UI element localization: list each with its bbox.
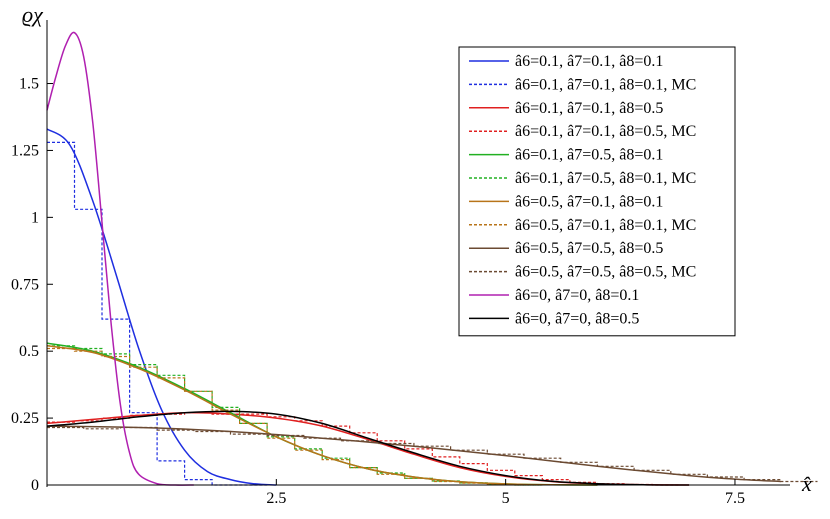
axes: x̂ ϱχ <box>22 2 812 496</box>
series-line-10 <box>46 31 194 486</box>
series-line-1 <box>47 141 268 486</box>
y-axis-label: ϱχ <box>22 2 44 27</box>
x-tick-label: 7.5 <box>725 490 745 507</box>
series-line-0 <box>46 128 277 486</box>
legend-entry-0: â6=0.1, â7=0.1, â8=0.1 <box>515 53 663 70</box>
x-tick-label: 5 <box>502 490 510 507</box>
legend-entry-5: â6=0.1, â7=0.5, â8=0.1, MC <box>515 170 696 187</box>
series-line-7 <box>47 347 543 486</box>
legend-entry-8: â6=0.5, â7=0.5, â8=0.5 <box>515 240 663 257</box>
legend-entry-7: â6=0.5, â7=0.1, â8=0.1, MC <box>515 217 696 234</box>
series-line-2 <box>46 411 690 486</box>
legend-entry-3: â6=0.1, â7=0.1, â8=0.5, MC <box>515 123 696 140</box>
legend-entry-11: â6=0, â7=0, â8=0.5 <box>515 310 639 327</box>
legend-entry-4: â6=0.1, â7=0.5, â8=0.1 <box>515 147 663 164</box>
legend-entry-6: â6=0.5, â7=0.1, â8=0.1 <box>515 193 663 210</box>
legend-entry-10: â6=0, â7=0, â8=0.1 <box>515 287 639 304</box>
legend: â6=0.1, â7=0.1, â8=0.1 â6=0.1, â7=0.1, â8… <box>458 46 736 337</box>
y-tick-label: 0 <box>31 477 39 494</box>
y-tick-label: 1.5 <box>19 76 39 93</box>
legend-entry-1: â6=0.1, â7=0.1, â8=0.1, MC <box>515 76 696 93</box>
legend-entry-2: â6=0.1, â7=0.1, â8=0.5 <box>515 100 663 117</box>
ticks: 2.5 5 7.5 0 0.25 0.5 0.75 1 1.25 1.5 <box>11 76 745 507</box>
legend-box <box>458 46 736 337</box>
y-tick-label: 0.5 <box>19 343 39 360</box>
x-tick-label: 2.5 <box>266 490 286 507</box>
series-line-9 <box>47 426 818 483</box>
series-line-3 <box>47 412 680 486</box>
x-axis-label: x̂ <box>801 471 812 496</box>
y-tick-label: 1.25 <box>11 142 39 159</box>
y-tick-label: 0.75 <box>11 276 39 293</box>
series-line-8 <box>46 425 781 483</box>
y-tick-label: 1 <box>31 209 39 226</box>
y-tick-label: 0.25 <box>11 410 39 427</box>
series-line-11 <box>46 410 690 486</box>
legend-entry-9: â6=0.5, â7=0.5, â8=0.5, MC <box>515 264 696 281</box>
